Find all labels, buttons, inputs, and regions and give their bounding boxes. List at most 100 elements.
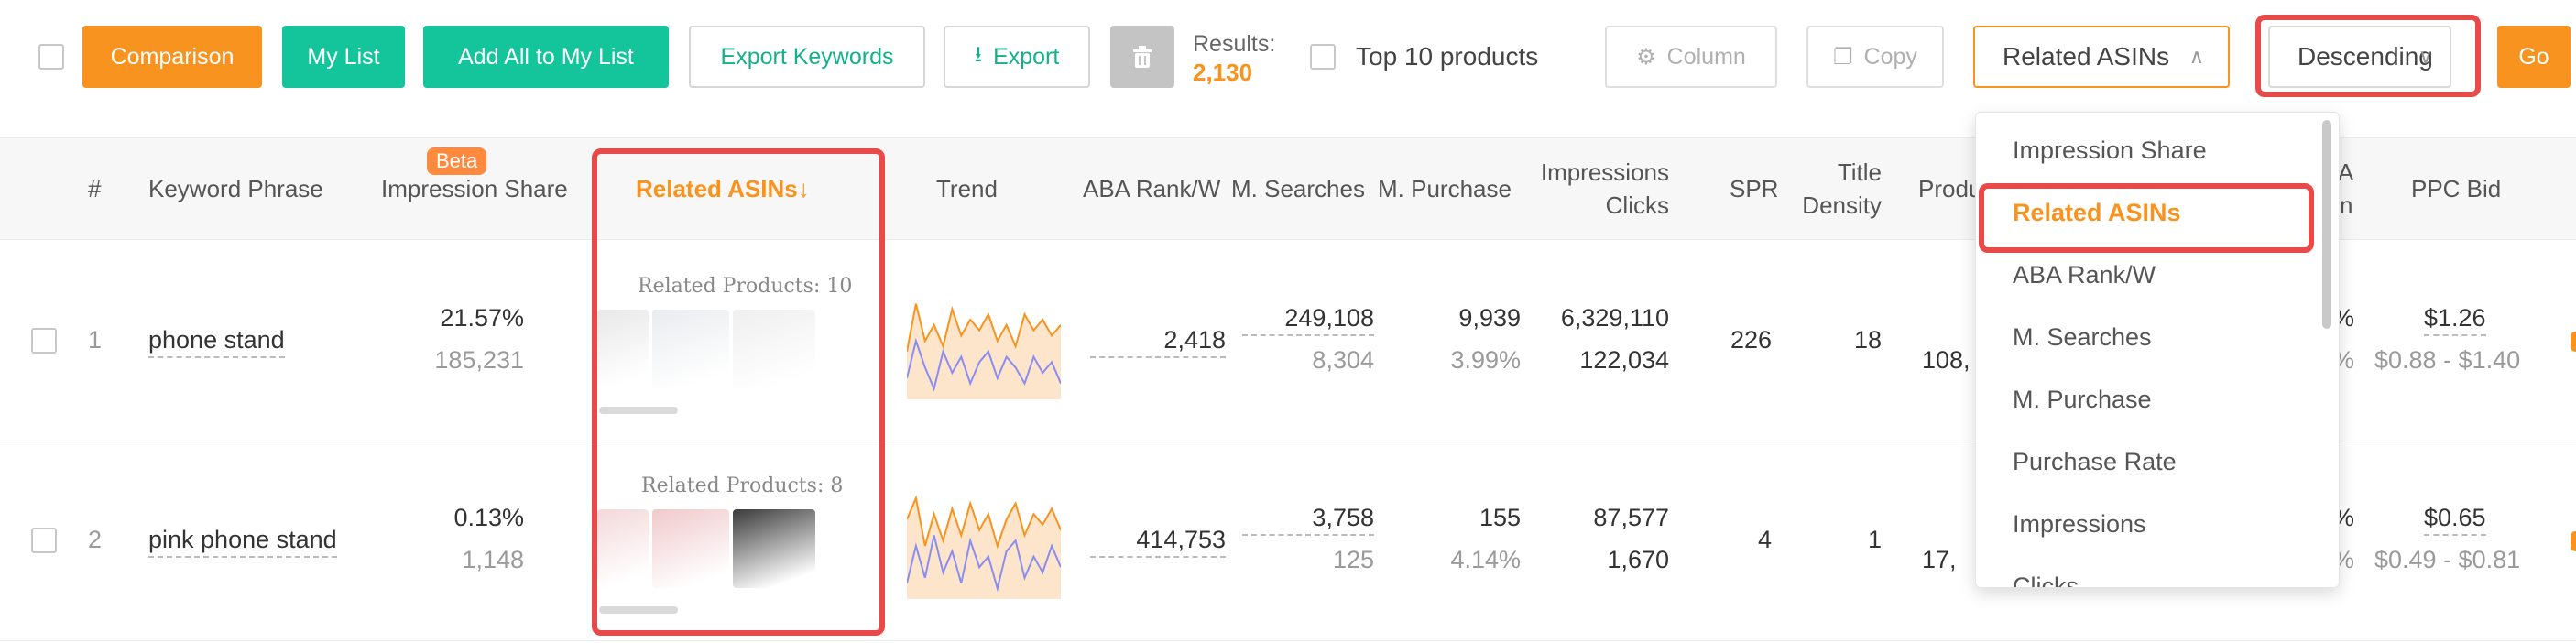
dropdown-option[interactable]: M. Searches [2013, 323, 2152, 351]
dropdown-option[interactable]: Purchase Rate [2013, 448, 2177, 475]
related-product-thumbnail[interactable] [733, 310, 815, 388]
header-partial-a: A [2338, 158, 2354, 186]
select-all-checkbox[interactable] [38, 44, 64, 70]
header-keyword-phrase[interactable]: Keyword Phrase [148, 175, 323, 202]
sort-order-value: Descending [2298, 42, 2433, 71]
ppc-bid-range: $0.88 - $1.40 [2374, 346, 2521, 374]
header-title[interactable]: Title [1837, 158, 1882, 186]
related-products-label: Related Products: 8 [641, 474, 844, 497]
export-keywords-button[interactable]: Export Keywords [689, 26, 925, 88]
comparison-button[interactable]: Comparison [82, 26, 262, 88]
thumbnail-scrollbar[interactable] [599, 407, 678, 414]
spr-value: 4 [1757, 526, 1772, 553]
header-density[interactable]: Density [1802, 191, 1882, 219]
export-button[interactable]: ⭳ Export [944, 26, 1090, 88]
products-value: 17, [1922, 546, 1957, 573]
dropdown-option[interactable]: Clicks [2013, 572, 2079, 588]
trend-area [907, 303, 1061, 399]
sort-order-select[interactable]: Descending ∨ [2268, 26, 2451, 88]
monthly-searches[interactable]: 249,108 [1242, 304, 1374, 336]
copy-button-label: Copy [1863, 43, 1917, 70]
chevron-up-icon: ∧ [2189, 45, 2204, 68]
ppc-bid-range: $0.49 - $0.81 [2374, 546, 2521, 573]
row-checkbox[interactable] [31, 328, 57, 354]
header-impression-share[interactable]: Impression Share [381, 175, 568, 202]
copy-icon: ❐ [1833, 44, 1853, 70]
add-all-to-my-list-button[interactable]: Add All to My List [423, 26, 669, 88]
delete-button[interactable] [1110, 26, 1174, 88]
related-product-thumbnail[interactable] [652, 509, 729, 588]
go-button[interactable]: Go [2497, 26, 2571, 88]
clicks-value: 1,670 [1607, 546, 1669, 573]
row-checkbox[interactable] [31, 528, 57, 553]
title-density-value: 1 [1867, 526, 1882, 553]
header-clicks[interactable]: Clicks [1605, 191, 1669, 219]
trend-chart[interactable] [907, 493, 1061, 599]
related-product-thumbnail[interactable] [733, 509, 815, 588]
monthly-searches-sub: 8,304 [1312, 346, 1374, 374]
header-m-searches[interactable]: M. Searches [1231, 175, 1365, 202]
header-impressions[interactable]: Impressions [1540, 158, 1669, 186]
results-count: 2,130 [1193, 59, 1253, 86]
trash-icon [1133, 46, 1152, 68]
thumbnail-scrollbar[interactable] [599, 606, 678, 614]
impression-share-count: 1,148 [462, 546, 524, 573]
impressions-value: 87,577 [1593, 504, 1669, 531]
row-edge-marker [2571, 531, 2576, 551]
row-index: 1 [88, 326, 103, 354]
ppc-bid-value[interactable]: $0.65 [2424, 504, 2486, 536]
header-partial-n: n [2340, 191, 2353, 219]
top-10-products-label[interactable]: Top 10 products [1356, 42, 1539, 71]
column-button[interactable]: ⚙ Column [1605, 26, 1777, 88]
column-button-label: Column [1666, 43, 1746, 70]
keyword-phrase-link[interactable]: pink phone stand [148, 526, 337, 558]
sort-field-select[interactable]: Related ASINs ∧ [1973, 26, 2230, 88]
beta-badge: Beta [427, 147, 487, 175]
dropdown-option[interactable]: Impression Share [2013, 136, 2207, 164]
impression-share: 21.57% [440, 304, 524, 332]
monthly-searches[interactable]: 3,758 [1242, 504, 1374, 536]
monthly-purchase: 155 [1479, 504, 1521, 531]
impression-share: 0.13% [453, 504, 524, 531]
aba-rank-value[interactable]: 2,418 [1090, 326, 1226, 358]
related-product-thumbnail[interactable] [597, 509, 649, 588]
related-product-thumbnail[interactable] [597, 310, 649, 388]
header-spr[interactable]: SPR [1730, 175, 1779, 202]
title-density-value: 18 [1853, 326, 1882, 354]
purchase-rate: 4.14% [1450, 546, 1521, 573]
dropdown-option[interactable]: Related ASINs [2013, 199, 2181, 226]
aba-rank-value[interactable]: 414,753 [1090, 526, 1226, 558]
impression-share-count: 185,231 [434, 346, 524, 374]
trend-search-line [907, 303, 1061, 352]
header-aba-rank[interactable]: ABA Rank/W [1083, 175, 1221, 202]
monthly-purchase: 9,939 [1458, 304, 1521, 332]
header-related-asins[interactable]: Related ASINs↓ [636, 175, 810, 202]
trend-area [907, 497, 1061, 599]
clicks-value: 122,034 [1579, 346, 1669, 374]
dropdown-scrollbar[interactable] [2322, 120, 2331, 329]
copy-button[interactable]: ❐ Copy [1806, 26, 1944, 88]
keyword-phrase-link[interactable]: phone stand [148, 326, 285, 358]
trend-search-line [907, 495, 1061, 550]
toolbar: Comparison My List Add All to My List Ex… [0, 0, 2576, 128]
spr-value: 226 [1730, 326, 1772, 354]
top-10-products-checkbox[interactable] [1310, 44, 1336, 70]
header-ppc-bid[interactable]: PPC Bid [2411, 175, 2502, 202]
monthly-searches-sub: 125 [1332, 546, 1374, 573]
purchase-rate: 3.99% [1450, 346, 1521, 374]
products-value: 108, [1922, 346, 1970, 374]
dropdown-option[interactable]: Impressions [2013, 510, 2146, 538]
download-icon: ⭳ [974, 41, 983, 67]
impressions-value: 6,329,110 [1560, 304, 1669, 332]
header-products[interactable]: Produ [1918, 175, 1982, 202]
related-products-label: Related Products: 10 [638, 275, 853, 298]
dropdown-option[interactable]: ABA Rank/W [2013, 261, 2156, 289]
header-m-purchase[interactable]: M. Purchase [1378, 175, 1512, 202]
gear-icon: ⚙ [1636, 44, 1656, 70]
ppc-bid-value[interactable]: $1.26 [2424, 304, 2486, 336]
dropdown-option[interactable]: M. Purchase [2013, 386, 2152, 413]
related-product-thumbnail[interactable] [652, 310, 729, 388]
my-list-button[interactable]: My List [282, 26, 405, 88]
trend-chart[interactable] [907, 293, 1061, 399]
header-trend: Trend [936, 175, 998, 202]
